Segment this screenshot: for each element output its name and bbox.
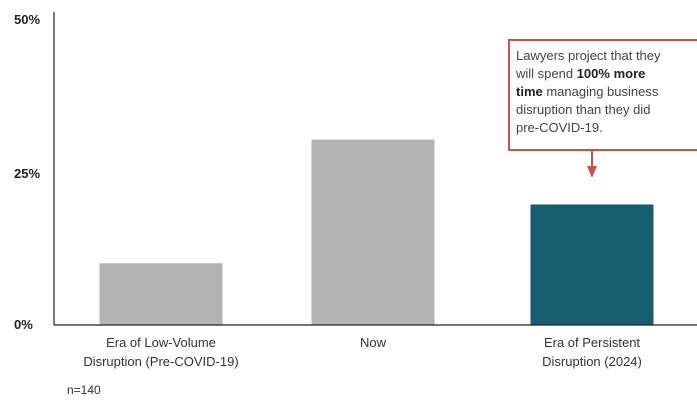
bars xyxy=(99,139,654,325)
x-tick-label: Era of Persistent Disruption (2024) xyxy=(542,335,642,369)
y-tick-label: 50% xyxy=(14,12,40,27)
callout-text: Lawyers project that they will spend 100%… xyxy=(515,48,661,135)
sample-size-note: n=140 xyxy=(67,383,101,397)
y-axis-tick-labels: 0% 25% 50% xyxy=(14,12,40,332)
y-tick-label: 0% xyxy=(14,317,33,332)
callout-annotation: Lawyers project that they will spend 100%… xyxy=(508,39,697,178)
x-axis-tick-labels: Era of Low-Volume Disruption (Pre-COVID-1… xyxy=(83,335,642,369)
bar xyxy=(99,263,223,325)
bar xyxy=(530,204,654,325)
bar xyxy=(311,139,435,325)
y-tick-label: 25% xyxy=(14,166,40,181)
x-tick-label: Now xyxy=(360,335,387,350)
callout-box xyxy=(508,39,697,151)
x-tick-label: Era of Low-Volume Disruption (Pre-COVID-1… xyxy=(83,335,238,369)
callout-arrow-head xyxy=(587,166,597,178)
